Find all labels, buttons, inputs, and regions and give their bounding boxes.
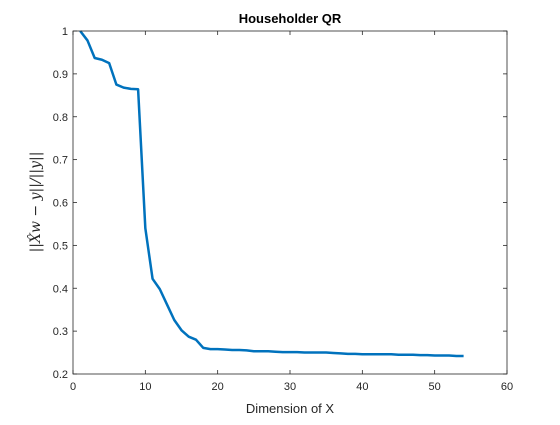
- y-tick-label: 0.6: [53, 198, 68, 210]
- y-axis-label: ||X̂w − y||/||y||: [26, 152, 44, 253]
- y-tick-label: 0.5: [53, 240, 68, 252]
- y-tick-label: 0.3: [53, 326, 68, 338]
- y-tick-label: 0.7: [53, 155, 68, 167]
- x-tick-label: 50: [429, 381, 441, 393]
- chart-title: Householder QR: [239, 11, 342, 26]
- plot-area: [73, 31, 507, 374]
- y-tick-label: 0.4: [53, 283, 68, 295]
- x-tick-label: 60: [501, 381, 513, 393]
- x-axis-label: Dimension of X: [246, 401, 334, 416]
- x-tick-label: 40: [356, 381, 368, 393]
- y-tick-label: 0.2: [53, 369, 68, 381]
- x-tick-label: 30: [284, 381, 296, 393]
- x-tick-label: 10: [139, 381, 151, 393]
- y-tick-label: 0.9: [53, 69, 68, 81]
- x-tick-label: 0: [70, 381, 76, 393]
- y-tick-label: 0.8: [53, 112, 68, 124]
- y-tick-label: 1: [62, 26, 68, 38]
- x-tick-label: 20: [212, 381, 224, 393]
